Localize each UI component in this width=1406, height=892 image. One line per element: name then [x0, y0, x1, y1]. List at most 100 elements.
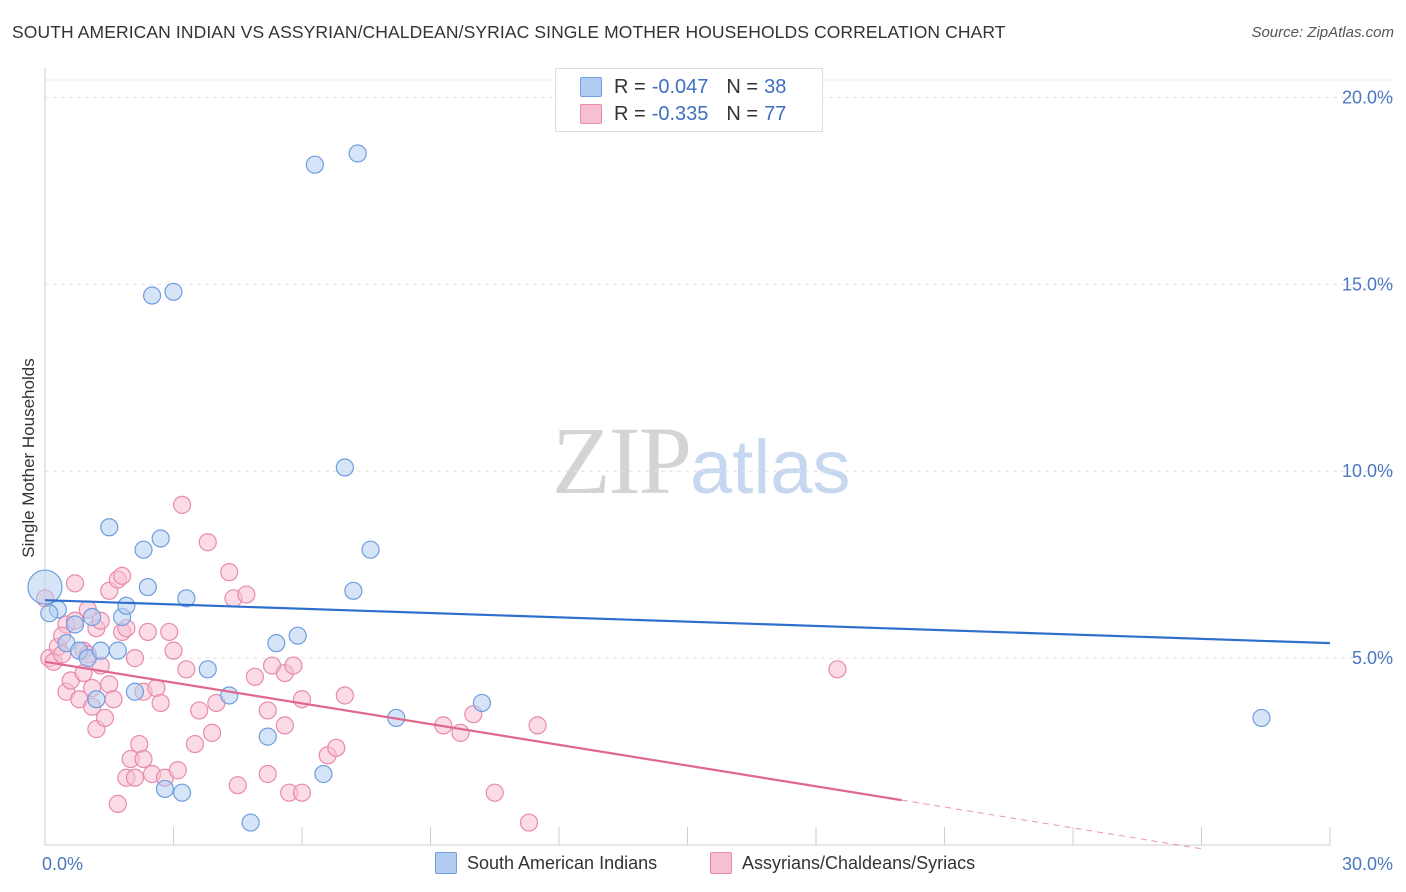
blue-point [314, 764, 333, 784]
pink-point [160, 622, 179, 642]
pink-trend-extension [901, 799, 1202, 850]
pink-point [258, 701, 277, 720]
legend-row-pink: R = -0.335 N = 77 [580, 102, 786, 126]
pink-point [327, 738, 346, 757]
pink-point [220, 563, 239, 582]
pink-point [172, 495, 192, 514]
bottom-legend-swatch-blue [435, 852, 457, 874]
legend-r-value: -0.335 [651, 102, 709, 125]
y-tick-label: 10.0% [1342, 461, 1393, 481]
blue-point [65, 615, 85, 634]
blue-point [91, 641, 110, 660]
legend-n-value: 77 [764, 102, 787, 125]
blue-point [134, 540, 153, 559]
pink-point [125, 649, 145, 668]
legend-swatch-blue [580, 77, 602, 97]
watermark-zip: ZIP [552, 407, 692, 514]
blue-point [142, 286, 162, 305]
pink-point [228, 776, 247, 795]
pink-point [108, 794, 127, 813]
blue-point [267, 634, 286, 653]
pink-point [125, 768, 145, 787]
blue-point [305, 155, 324, 174]
legend-r-label: R = [614, 102, 646, 125]
blue-point [100, 518, 119, 537]
blue-point [151, 529, 170, 548]
pink-point [202, 723, 222, 742]
axes [44, 68, 1331, 846]
pink-point [519, 813, 539, 832]
blue-point [172, 783, 192, 802]
pink-point [104, 690, 123, 709]
bottom-legend-label-pink: Assyrians/Chaldeans/Syriacs [742, 852, 976, 873]
pink-trend-line [44, 660, 902, 802]
pink-point [258, 764, 277, 784]
blue-point [138, 577, 157, 597]
bottom-legend-swatch-pink [710, 852, 732, 874]
trend-lines [44, 599, 1331, 850]
legend-row-blue: R = -0.047 N = 38 [580, 75, 786, 99]
pink-point [284, 656, 303, 675]
blue-point [258, 727, 277, 746]
blue-point [361, 540, 380, 559]
y-tick-label: 5.0% [1352, 648, 1393, 668]
bottom-legend-blue: South American Indians [435, 852, 657, 874]
pink-point [112, 566, 132, 585]
blue-point [117, 596, 136, 615]
pink-point [185, 734, 205, 754]
pink-point [485, 783, 504, 802]
watermark-atlas: atlas [690, 425, 851, 510]
legend-n-label: N = [726, 102, 759, 125]
blue-point [288, 626, 307, 645]
tick-labels: 5.0% 10.0% 15.0% 20.0% 0.0% 30.0% [42, 87, 1393, 874]
blue-point [164, 282, 183, 301]
pink-point [245, 667, 264, 686]
pink-point [151, 693, 170, 713]
blue-trend-line [44, 599, 1331, 645]
blue-point [177, 589, 196, 608]
legend-r-label: R = [614, 75, 646, 98]
x-tick-label: 30.0% [1342, 854, 1393, 874]
blue-point [155, 779, 175, 799]
correlation-legend: R = -0.047 N = 38 R = -0.335 N = 77 [555, 68, 823, 132]
blue-point [335, 458, 354, 477]
blue-points [27, 144, 1271, 832]
blue-point [1252, 708, 1271, 728]
y-tick-label: 20.0% [1342, 87, 1393, 107]
blue-point [125, 682, 145, 701]
bottom-legend-pink: Assyrians/Chaldeans/Syriacs [710, 852, 975, 874]
legend-n-label: N = [726, 75, 759, 98]
source-credit: Source: ZipAtlas.com [1251, 24, 1394, 41]
blue-point [108, 641, 127, 660]
pink-point [138, 622, 157, 642]
chart-title: SOUTH AMERICAN INDIAN VS ASSYRIAN/CHALDE… [12, 22, 1006, 42]
y-axis-title: Single Mother Households [19, 358, 38, 557]
pink-point [335, 686, 354, 705]
blue-point [344, 581, 363, 600]
blue-point [198, 660, 217, 679]
watermark: ZIPatlas [552, 405, 851, 516]
pink-point [528, 716, 547, 735]
bottom-legend-label-blue: South American Indians [467, 852, 658, 873]
pink-point [95, 708, 115, 728]
legend-swatch-pink [580, 104, 602, 124]
pink-point [65, 574, 85, 593]
blue-point [40, 604, 59, 623]
blue-point [241, 813, 260, 832]
x-tick-label: 0.0% [42, 854, 83, 874]
pink-point [275, 716, 294, 735]
pink-point [100, 675, 119, 694]
pink-point [134, 749, 153, 769]
pink-point [190, 701, 209, 720]
pink-point [168, 761, 187, 780]
pink-point [828, 660, 847, 679]
pink-point [292, 783, 312, 802]
blue-point [83, 607, 102, 627]
pink-point [147, 678, 166, 698]
pink-point [237, 585, 256, 604]
blue-point [87, 690, 106, 709]
blue-point [472, 693, 491, 713]
blue-point [27, 569, 63, 605]
blue-point [348, 144, 367, 163]
